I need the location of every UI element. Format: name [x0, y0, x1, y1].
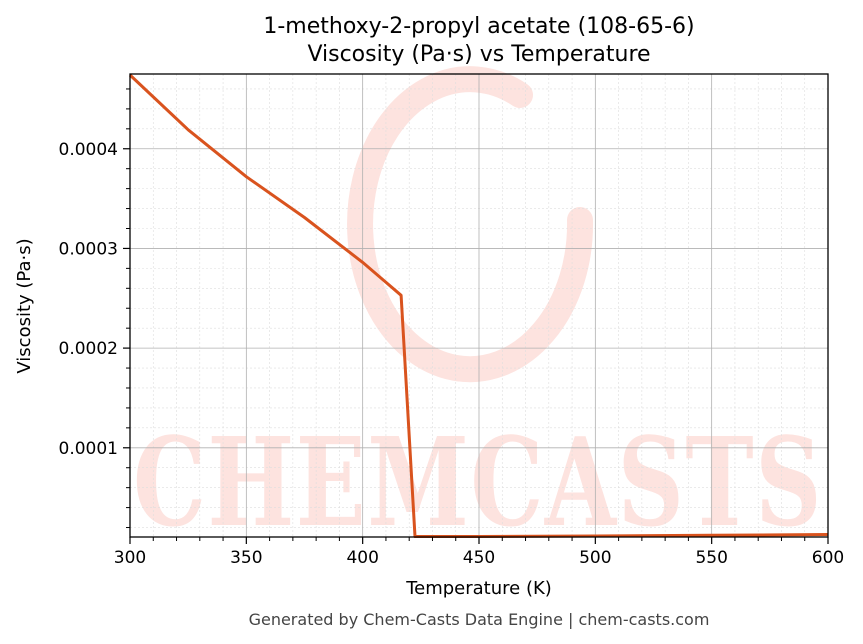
x-tick-label: 350	[230, 548, 262, 568]
x-tick-label: 450	[463, 548, 495, 568]
x-tick-label: 300	[114, 548, 146, 568]
chart-title: 1-methoxy-2-propyl acetate (108-65-6)	[263, 14, 694, 39]
x-axis-ticks: 300 350 400 450 500 550 600	[114, 537, 844, 568]
x-axis-label: Temperature (K)	[405, 578, 552, 599]
y-axis-ticks: 0.0001 0.0002 0.0003 0.0004	[59, 88, 130, 529]
watermark-text: CHEMCASTS	[133, 410, 823, 554]
x-tick-label: 550	[695, 548, 727, 568]
x-tick-label: 400	[346, 548, 378, 568]
series-line	[128, 73, 829, 538]
y-tick-label: 0.0001	[59, 439, 118, 459]
y-tick-label: 0.0003	[59, 239, 118, 259]
y-axis-label: Viscosity (Pa·s)	[14, 238, 35, 373]
x-tick-label: 500	[579, 548, 611, 568]
series-layer	[128, 73, 829, 538]
watermark-ring-logo	[347, 66, 594, 383]
footer-credit: Generated by Chem-Casts Data Engine | ch…	[249, 610, 710, 629]
y-tick-label: 0.0002	[59, 339, 118, 359]
watermark: CHEMCASTS	[133, 66, 823, 554]
chart-subtitle: Viscosity (Pa·s) vs Temperature	[307, 42, 650, 67]
x-tick-label: 600	[812, 548, 844, 568]
y-tick-label: 0.0004	[59, 140, 118, 160]
